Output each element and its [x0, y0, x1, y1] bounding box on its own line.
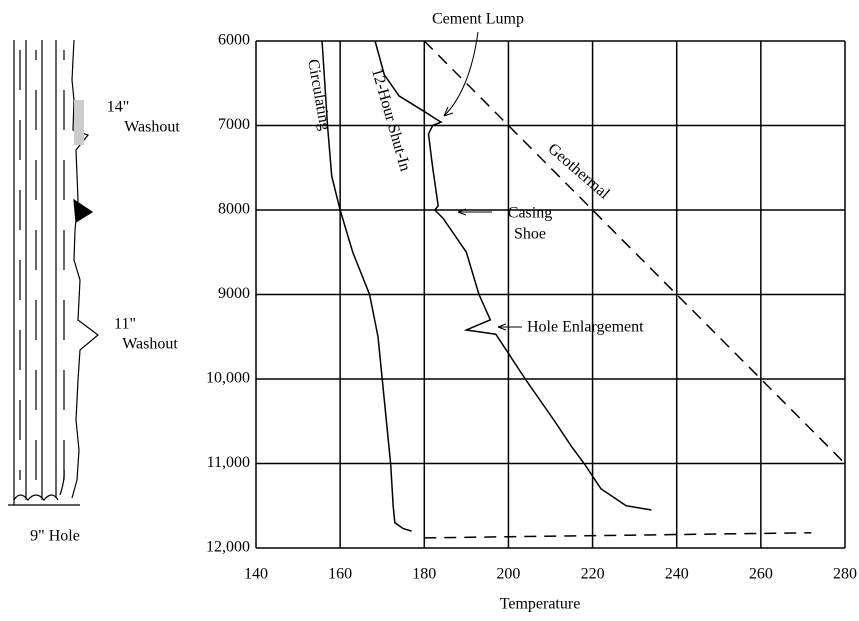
x-tick-label: 160 — [328, 566, 352, 583]
annotation-arrow — [497, 323, 522, 331]
hole-caption: 9" Hole — [30, 528, 80, 545]
y-tick-label: 6000 — [218, 32, 250, 49]
annotation: Cement Lump — [432, 11, 524, 28]
annotation-arrow — [457, 208, 492, 216]
well-diagram: 14" Washout 11" Washout 9" Hole — [8, 39, 180, 545]
series-line — [423, 40, 846, 465]
x-tick-label: 260 — [749, 566, 773, 583]
x-tick-label: 200 — [496, 566, 520, 583]
washout-label: 14" — [107, 99, 130, 116]
y-tick-label: 7000 — [218, 116, 250, 133]
annotation: Shoe — [514, 226, 546, 243]
annotation: Casing — [508, 205, 552, 222]
x-tick-label: 240 — [665, 566, 689, 583]
series-label: 12-Hour Shut-In — [368, 66, 414, 173]
series-label: Circulating — [304, 58, 333, 132]
y-tick-label: 8000 — [218, 201, 250, 218]
series-line — [424, 532, 812, 539]
washout-label: Washout — [124, 119, 180, 136]
annotation-arrow — [443, 31, 479, 117]
series-line — [374, 40, 652, 511]
x-tick-label: 280 — [833, 566, 857, 583]
x-tick-label: 220 — [581, 566, 605, 583]
y-tick-label: 11,000 — [207, 454, 250, 471]
washout-label: Washout — [122, 336, 178, 353]
x-tick-label: 140 — [244, 566, 268, 583]
x-tick-label: 180 — [412, 566, 436, 583]
washout-label: 11" — [114, 316, 136, 333]
y-tick-label: 9000 — [218, 285, 250, 302]
series-line — [321, 40, 412, 532]
y-tick-label: 10,000 — [206, 370, 250, 387]
x-axis-label: Temperature — [500, 596, 581, 613]
annotation: Hole Enlargement — [527, 319, 644, 336]
y-tick-label: 12,000 — [206, 539, 250, 556]
